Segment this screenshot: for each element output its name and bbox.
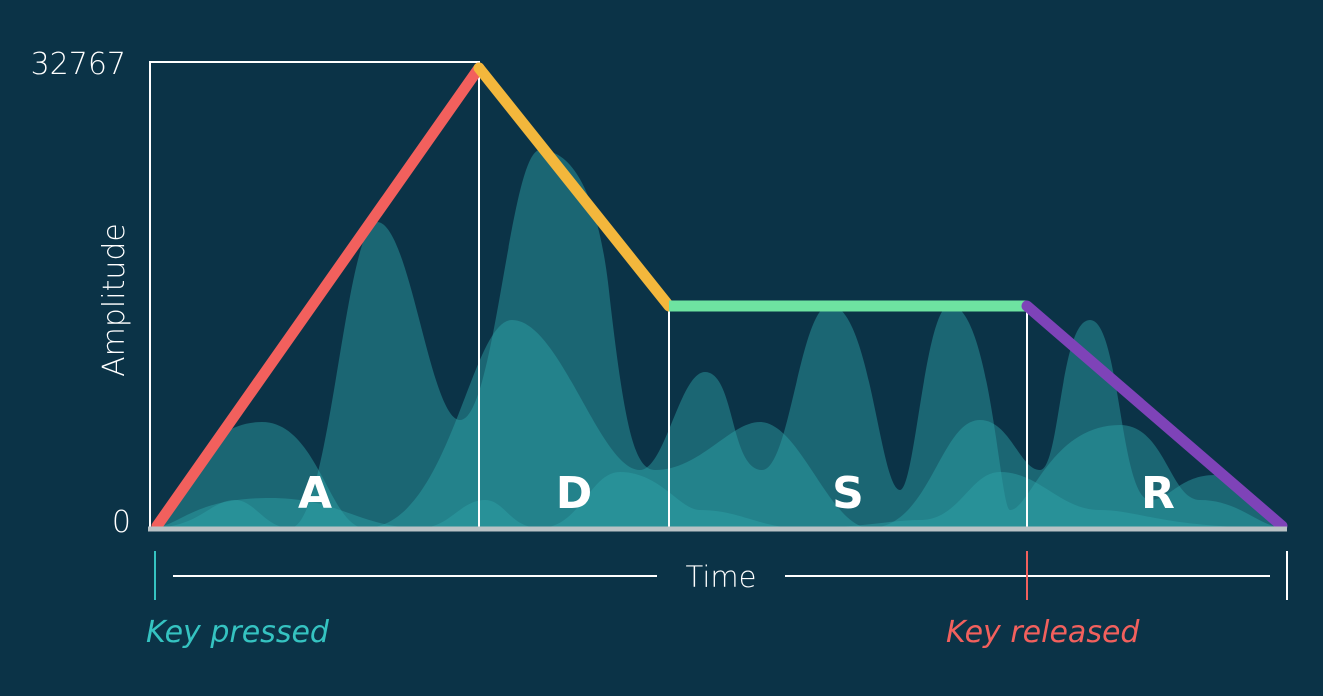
y-max-label: 32767: [31, 47, 126, 82]
frame-left-top: [149, 61, 480, 528]
waveform-layer-1: [150, 305, 1285, 528]
plot-frame: [149, 61, 1028, 528]
attack-segment: [151, 62, 485, 532]
time-axis-title: Time: [686, 560, 757, 594]
release-segment: [1021, 300, 1288, 532]
key-released-label: Key released: [946, 615, 1140, 650]
phase-label-sustain: S: [832, 468, 864, 519]
waveform-layer-3: [150, 472, 1285, 528]
y-min-label: 0: [112, 505, 131, 540]
y-axis-title: Amplitude: [97, 223, 132, 377]
phase-label-release: R: [1141, 468, 1175, 519]
adsr-envelope: [151, 62, 1288, 532]
phase-label-attack: A: [298, 468, 332, 519]
phase-label-decay: D: [556, 468, 593, 519]
key-pressed-label: Key pressed: [146, 615, 330, 650]
waveform-layers: [150, 150, 1285, 528]
waveform-layer-2: [150, 150, 1285, 528]
decay-segment: [473, 62, 675, 312]
